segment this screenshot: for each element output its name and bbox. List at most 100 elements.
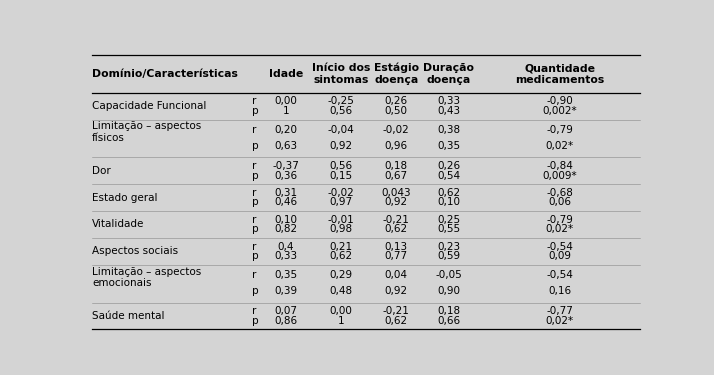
Text: 0,35: 0,35 xyxy=(438,141,461,151)
Text: 0,07: 0,07 xyxy=(274,306,297,316)
Text: -0,01: -0,01 xyxy=(328,214,354,225)
Text: Limitação – aspectos
emocionais: Limitação – aspectos emocionais xyxy=(92,267,201,288)
Text: -0,77: -0,77 xyxy=(546,306,573,316)
Text: 0,21: 0,21 xyxy=(329,242,353,252)
Text: -0,54: -0,54 xyxy=(546,242,573,252)
Text: 0,55: 0,55 xyxy=(438,224,461,234)
Text: 0,31: 0,31 xyxy=(274,188,297,198)
Text: 0,62: 0,62 xyxy=(385,316,408,326)
Text: 0,56: 0,56 xyxy=(329,106,353,116)
Text: 0,62: 0,62 xyxy=(385,224,408,234)
Text: r: r xyxy=(253,161,257,171)
Text: Capacidade Funcional: Capacidade Funcional xyxy=(92,101,206,111)
Text: 0,26: 0,26 xyxy=(438,161,461,171)
Text: p: p xyxy=(253,286,259,296)
Text: 0,97: 0,97 xyxy=(329,197,353,207)
Text: 0,92: 0,92 xyxy=(385,197,408,207)
Text: 0,82: 0,82 xyxy=(274,224,297,234)
Text: p: p xyxy=(253,224,259,234)
Text: 0,63: 0,63 xyxy=(274,141,297,151)
Text: Estado geral: Estado geral xyxy=(92,193,158,202)
Text: 1: 1 xyxy=(338,316,344,326)
Text: 0,09: 0,09 xyxy=(548,251,571,261)
Text: Estágio
doença: Estágio doença xyxy=(374,63,419,85)
Text: p: p xyxy=(253,171,259,180)
Text: -0,02: -0,02 xyxy=(383,125,410,135)
Text: -0,25: -0,25 xyxy=(328,96,354,106)
Text: r: r xyxy=(253,214,257,225)
Text: 0,59: 0,59 xyxy=(438,251,461,261)
Text: 0,18: 0,18 xyxy=(438,306,461,316)
Text: 0,20: 0,20 xyxy=(274,125,297,135)
Text: p: p xyxy=(253,251,259,261)
Text: 0,50: 0,50 xyxy=(385,106,408,116)
Text: -0,90: -0,90 xyxy=(546,96,573,106)
Text: Aspectos sociais: Aspectos sociais xyxy=(92,246,178,256)
Text: 0,62: 0,62 xyxy=(329,251,353,261)
Text: -0,37: -0,37 xyxy=(272,161,299,171)
Text: 0,92: 0,92 xyxy=(385,286,408,296)
Text: r: r xyxy=(253,270,257,280)
Text: r: r xyxy=(253,125,257,135)
Text: p: p xyxy=(253,106,259,116)
Text: Saúde mental: Saúde mental xyxy=(92,311,164,321)
Text: 0,25: 0,25 xyxy=(438,214,461,225)
Text: -0,21: -0,21 xyxy=(383,306,410,316)
Text: 0,38: 0,38 xyxy=(438,125,461,135)
Text: Duração
doença: Duração doença xyxy=(423,63,474,85)
Text: 0,35: 0,35 xyxy=(274,270,297,280)
Text: Dor: Dor xyxy=(92,166,111,176)
Text: 0,00: 0,00 xyxy=(274,96,297,106)
Text: 0,43: 0,43 xyxy=(438,106,461,116)
Text: 0,06: 0,06 xyxy=(548,197,571,207)
Text: Idade: Idade xyxy=(268,69,303,79)
Text: 0,002*: 0,002* xyxy=(543,106,577,116)
Text: -0,04: -0,04 xyxy=(328,125,354,135)
Text: 0,46: 0,46 xyxy=(274,197,297,207)
Text: 0,23: 0,23 xyxy=(438,242,461,252)
Text: p: p xyxy=(253,197,259,207)
Text: 0,15: 0,15 xyxy=(329,171,353,180)
Text: p: p xyxy=(253,141,259,151)
Text: 0,00: 0,00 xyxy=(330,306,353,316)
Text: 0,36: 0,36 xyxy=(274,171,297,180)
Text: Limitação – aspectos
físicos: Limitação – aspectos físicos xyxy=(92,122,201,143)
Text: 0,54: 0,54 xyxy=(438,171,461,180)
Text: Quantidade
medicamentos: Quantidade medicamentos xyxy=(515,63,604,85)
Text: 0,96: 0,96 xyxy=(385,141,408,151)
Text: 0,13: 0,13 xyxy=(385,242,408,252)
Text: 1: 1 xyxy=(282,106,289,116)
Text: r: r xyxy=(253,242,257,252)
Text: 0,009*: 0,009* xyxy=(543,171,577,180)
Text: 0,04: 0,04 xyxy=(385,270,408,280)
Text: 0,39: 0,39 xyxy=(274,286,297,296)
Text: -0,79: -0,79 xyxy=(546,125,573,135)
Text: 0,02*: 0,02* xyxy=(545,141,573,151)
Text: -0,05: -0,05 xyxy=(436,270,462,280)
Text: 0,48: 0,48 xyxy=(329,286,353,296)
Text: -0,84: -0,84 xyxy=(546,161,573,171)
Text: -0,68: -0,68 xyxy=(546,188,573,198)
Text: Vitalidade: Vitalidade xyxy=(92,219,144,230)
Text: r: r xyxy=(253,96,257,106)
Text: 0,26: 0,26 xyxy=(385,96,408,106)
Text: 0,10: 0,10 xyxy=(438,197,461,207)
Text: 0,02*: 0,02* xyxy=(545,316,573,326)
Text: 0,86: 0,86 xyxy=(274,316,297,326)
Text: Início dos
sintomas: Início dos sintomas xyxy=(312,63,371,85)
Text: 0,62: 0,62 xyxy=(438,188,461,198)
Text: 0,92: 0,92 xyxy=(329,141,353,151)
Text: 0,33: 0,33 xyxy=(438,96,461,106)
Text: r: r xyxy=(253,306,257,316)
Text: 0,90: 0,90 xyxy=(438,286,461,296)
Text: 0,10: 0,10 xyxy=(274,214,297,225)
Text: 0,66: 0,66 xyxy=(438,316,461,326)
Text: Domínio/Características: Domínio/Características xyxy=(92,69,238,79)
Text: -0,54: -0,54 xyxy=(546,270,573,280)
Text: 0,98: 0,98 xyxy=(329,224,353,234)
Text: -0,02: -0,02 xyxy=(328,188,354,198)
Text: 0,02*: 0,02* xyxy=(545,224,573,234)
Text: r: r xyxy=(253,188,257,198)
Text: 0,18: 0,18 xyxy=(385,161,408,171)
Text: 0,16: 0,16 xyxy=(548,286,571,296)
